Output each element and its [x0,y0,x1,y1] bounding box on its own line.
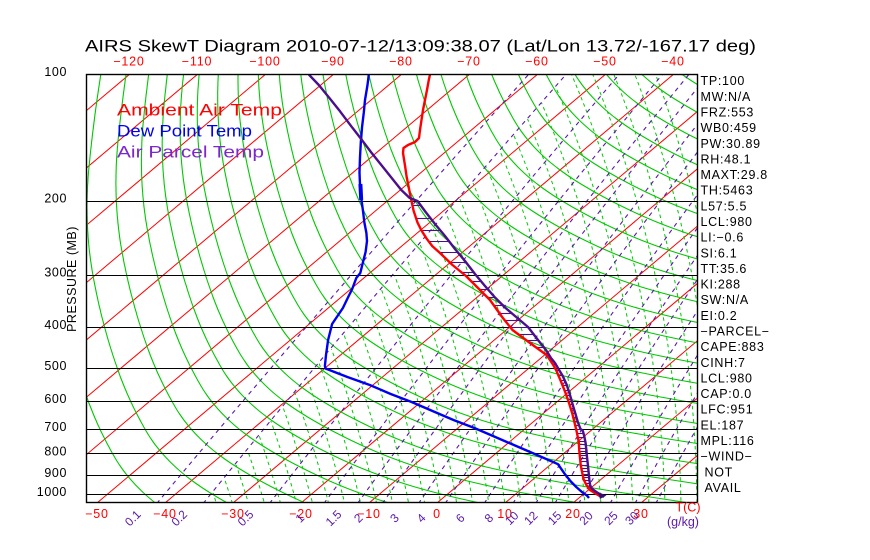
svg-text:−90: −90 [321,55,345,69]
svg-text:30: 30 [633,507,649,521]
svg-text:Dew Point Temp: Dew Point Temp [117,123,252,141]
svg-text:CAP:0.0: CAP:0.0 [701,387,752,401]
svg-text:−50: −50 [593,55,617,69]
svg-text:NOT: NOT [705,465,734,479]
svg-text:−110: −110 [182,55,212,69]
svg-text:FRZ:553: FRZ:553 [701,106,755,120]
svg-text:SI:6.1: SI:6.1 [701,246,738,260]
svg-text:TP:100: TP:100 [701,74,746,88]
svg-text:−40: −40 [153,507,177,521]
svg-text:MW:N/A: MW:N/A [701,90,752,104]
svg-text:900: 900 [44,466,67,480]
svg-text:TT:35.6: TT:35.6 [701,262,748,276]
svg-text:−10: −10 [357,507,381,521]
svg-text:−20: −20 [289,507,313,521]
svg-text:−50: −50 [85,507,109,521]
svg-text:500: 500 [44,359,67,373]
svg-text:EL:187: EL:187 [701,418,745,432]
svg-text:100: 100 [44,65,67,79]
svg-text:−40: −40 [661,55,685,69]
svg-text:−60: −60 [525,55,549,69]
svg-text:KI:288: KI:288 [701,278,741,292]
svg-text:1000: 1000 [37,485,67,499]
svg-text:Ambient Air Temp: Ambient Air Temp [117,102,282,120]
svg-text:−WIND−: −WIND− [701,450,753,464]
svg-text:TH:5463: TH:5463 [701,184,754,198]
svg-text:PW:30.89: PW:30.89 [701,137,761,151]
svg-text:−PARCEL−: −PARCEL− [701,325,770,339]
svg-text:400: 400 [44,318,67,332]
svg-text:(g/kg): (g/kg) [667,515,699,529]
svg-text:700: 700 [44,420,67,434]
svg-text:20: 20 [565,507,581,521]
svg-text:−100: −100 [249,55,280,69]
svg-text:200: 200 [44,192,67,206]
svg-text:CAPE:883: CAPE:883 [701,340,765,354]
svg-text:−120: −120 [113,55,144,69]
svg-text:−30: −30 [221,507,245,521]
svg-text:RH:48.1: RH:48.1 [701,152,752,166]
svg-text:AVAIL: AVAIL [705,481,742,495]
svg-text:10: 10 [497,507,513,521]
svg-text:LCL:980: LCL:980 [701,372,753,386]
svg-text:−70: −70 [457,55,481,69]
svg-text:LI:−0.6: LI:−0.6 [701,231,744,245]
svg-text:EI:0.2: EI:0.2 [701,309,738,323]
svg-text:LFC:951: LFC:951 [701,403,754,417]
svg-text:Air Parcel Temp: Air Parcel Temp [117,144,264,162]
svg-text:MPL:116: MPL:116 [701,434,755,448]
svg-text:800: 800 [44,445,67,459]
svg-text:MAXT:29.8: MAXT:29.8 [701,168,768,182]
svg-text:600: 600 [44,392,67,406]
svg-text:0: 0 [433,507,441,521]
svg-text:LCL:980: LCL:980 [701,215,753,229]
svg-text:SW:N/A: SW:N/A [701,293,749,307]
svg-text:300: 300 [44,266,67,280]
svg-text:AIRS SkewT Diagram 2010-07-12/: AIRS SkewT Diagram 2010-07-12/13:09:38.0… [85,38,756,56]
svg-text:−80: −80 [389,55,413,69]
svg-text:CINH:7: CINH:7 [701,356,746,370]
svg-text:T(C): T(C) [676,501,701,515]
svg-text:PRESSURE (MB): PRESSURE (MB) [65,226,79,332]
svg-text:WB0:459: WB0:459 [701,121,757,135]
svg-text:L57:5.5: L57:5.5 [701,199,748,213]
